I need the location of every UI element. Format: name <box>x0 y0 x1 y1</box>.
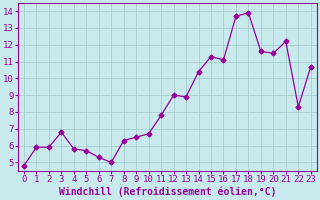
X-axis label: Windchill (Refroidissement éolien,°C): Windchill (Refroidissement éolien,°C) <box>59 187 276 197</box>
